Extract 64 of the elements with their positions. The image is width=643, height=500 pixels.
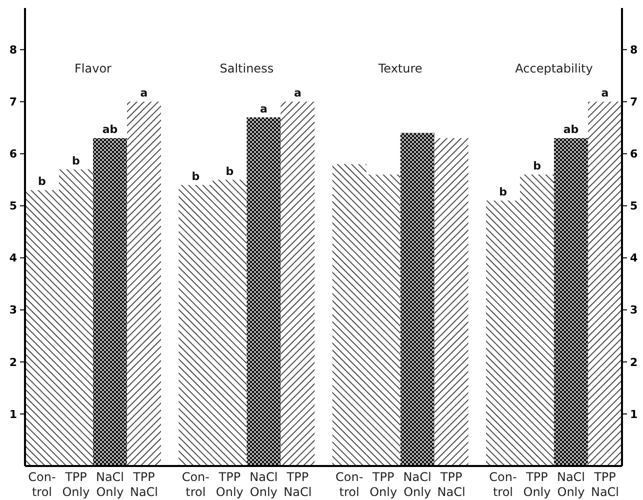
y2-tick-label: 2 <box>630 356 638 369</box>
text: TPP Only <box>370 470 398 499</box>
bar <box>588 102 622 466</box>
y-tick-label: 6 <box>9 148 18 161</box>
text: Con- trol <box>182 470 210 499</box>
data-label: b <box>72 154 80 168</box>
text: TPP NaCl <box>437 470 466 499</box>
bar <box>280 102 315 466</box>
data-label: a <box>140 86 148 100</box>
bar <box>332 164 366 466</box>
y-tick-label: 1 <box>9 408 17 421</box>
x-tick-label: Saltiness <box>220 62 274 76</box>
y2-tick-label: 3 <box>630 304 638 317</box>
text: NaCl Only <box>250 470 278 499</box>
y2-tick-label: 5 <box>630 200 638 213</box>
y2-tick-label: 6 <box>630 148 638 161</box>
y-tick-label: 8 <box>9 43 17 56</box>
data-label: b <box>533 160 542 173</box>
series-label: TPP NaCl <box>130 470 158 499</box>
series-label: NaCl Only <box>96 470 124 499</box>
bar <box>520 174 554 466</box>
bar <box>59 169 93 466</box>
y2-tick-label: 7 <box>630 96 638 109</box>
data-label: ab <box>563 123 579 136</box>
y-tick-label: 3 <box>9 304 17 317</box>
bar <box>126 102 161 466</box>
bar <box>400 132 434 466</box>
series-label: Con- trol <box>28 470 56 499</box>
data-label: a <box>601 86 609 100</box>
data-label: a <box>294 86 302 100</box>
text: TPP Only <box>216 470 244 499</box>
series-label: TPP Only <box>62 470 90 499</box>
y-tick-label: 5 <box>9 200 17 213</box>
text: NaCl Only <box>403 470 432 499</box>
text: NaCl Only <box>556 470 586 499</box>
text: TPP Only <box>523 470 551 499</box>
y2-tick-label: 4 <box>630 252 638 265</box>
y-tick-label: 2 <box>9 356 17 369</box>
text: TPP NaCl <box>590 470 620 499</box>
text: TPP NaCl <box>284 470 312 499</box>
y-tick-label: 4 <box>9 252 18 265</box>
data-label: b <box>226 164 234 178</box>
data-label: a <box>260 102 268 116</box>
data-label: ab <box>102 123 118 136</box>
y2-tick-label: 1 <box>630 408 638 421</box>
bar <box>212 180 247 466</box>
bar <box>178 184 213 466</box>
data-label: b <box>38 175 46 188</box>
bar <box>486 200 520 466</box>
y2-tick-label: 8 <box>630 43 638 56</box>
data-label: b <box>192 170 200 183</box>
data-label: b <box>499 186 508 199</box>
bar <box>246 117 281 466</box>
bar <box>434 138 468 466</box>
bar <box>554 138 588 466</box>
text: Con- trol <box>489 470 517 499</box>
text: Con- trol <box>336 470 364 499</box>
x-tick-label: Flavor <box>74 62 112 76</box>
bar <box>93 138 127 466</box>
bar <box>25 190 59 466</box>
y-tick-label: 7 <box>9 96 17 109</box>
x-tick-label: Acceptability <box>515 62 593 76</box>
bar <box>366 174 400 466</box>
x-tick-label: Texture <box>377 62 422 76</box>
